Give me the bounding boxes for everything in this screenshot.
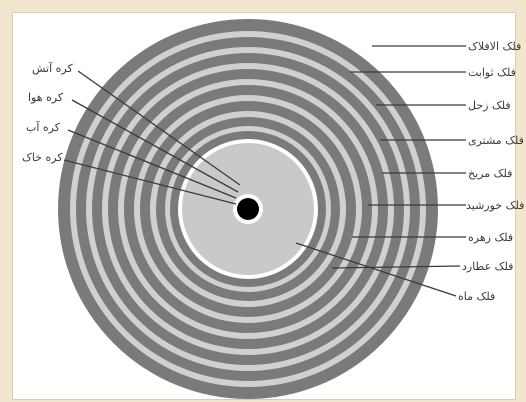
label-merrikh: فلک مریخ (468, 167, 512, 180)
leader-earth (63, 159, 237, 205)
label-water: کره آب (26, 120, 61, 134)
label-mah: فلک ماه (458, 290, 495, 303)
right-leaders (295, 45, 466, 297)
left-labels: کره آتش کره هوا کره آب کره خاک (22, 61, 73, 164)
label-zohal: فلک زحل (468, 99, 511, 112)
label-falak-aflak: فلک الافلاک (468, 40, 521, 53)
leader-otared (331, 265, 461, 269)
label-moshtari: فلک مشتری (468, 134, 524, 147)
leader-fire (77, 70, 241, 186)
label-otared: فلک عطارد (462, 260, 513, 273)
left-leaders (63, 70, 241, 205)
label-khorshid: فلک خورشید (466, 199, 524, 212)
label-zohre: فلک زهره (468, 231, 513, 244)
label-fire: کره آتش (32, 61, 73, 75)
concentric-spheres (58, 19, 438, 399)
earth-center (237, 198, 259, 220)
label-earth: کره خاک (22, 151, 63, 164)
right-labels: فلک الافلاک فلک ثوابت فلک زحل فلک مشتری … (458, 40, 524, 303)
leader-mah (295, 242, 457, 297)
leader-air (71, 99, 239, 193)
label-air: کره هوا (28, 91, 64, 104)
label-sawabet: فلک ثوابت (468, 66, 516, 79)
leader-water (67, 129, 237, 199)
